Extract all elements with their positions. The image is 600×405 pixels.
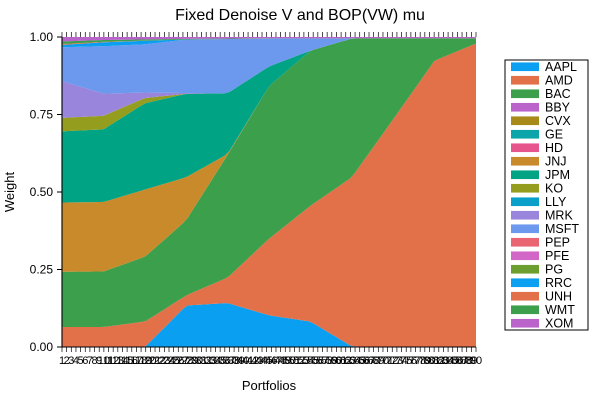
svg-text:0.25: 0.25 (30, 263, 54, 277)
svg-text:WMT: WMT (545, 303, 575, 317)
svg-text:MRK: MRK (545, 208, 573, 222)
svg-text:CVX: CVX (545, 114, 571, 128)
svg-text:AMD: AMD (545, 73, 573, 87)
svg-text:0.50: 0.50 (30, 185, 54, 199)
svg-text:JNJ: JNJ (545, 154, 567, 168)
svg-text:0.00: 0.00 (30, 340, 54, 354)
svg-text:BAC: BAC (545, 87, 571, 101)
svg-text:GE: GE (545, 127, 563, 141)
svg-text:LLY: LLY (545, 195, 567, 209)
svg-text:JPM: JPM (545, 168, 570, 182)
svg-text:RRC: RRC (545, 276, 572, 290)
svg-text:90: 90 (470, 355, 482, 367)
svg-text:Portfolios: Portfolios (242, 378, 297, 393)
svg-text:PEP: PEP (545, 235, 570, 249)
svg-text:MSFT: MSFT (545, 222, 579, 236)
svg-text:PG: PG (545, 262, 563, 276)
svg-text:0.75: 0.75 (30, 108, 54, 122)
svg-text:Weight: Weight (2, 172, 17, 213)
svg-text:Fixed Denoise V and BOP(VW) mu: Fixed Denoise V and BOP(VW) mu (175, 7, 425, 24)
svg-text:UNH: UNH (545, 289, 572, 303)
svg-text:KO: KO (545, 181, 563, 195)
svg-text:PFE: PFE (545, 249, 569, 263)
svg-text:AAPL: AAPL (545, 60, 577, 74)
svg-text:1.00: 1.00 (30, 30, 54, 44)
svg-text:XOM: XOM (545, 316, 573, 330)
svg-text:HD: HD (545, 141, 563, 155)
svg-text:BBY: BBY (545, 100, 571, 114)
